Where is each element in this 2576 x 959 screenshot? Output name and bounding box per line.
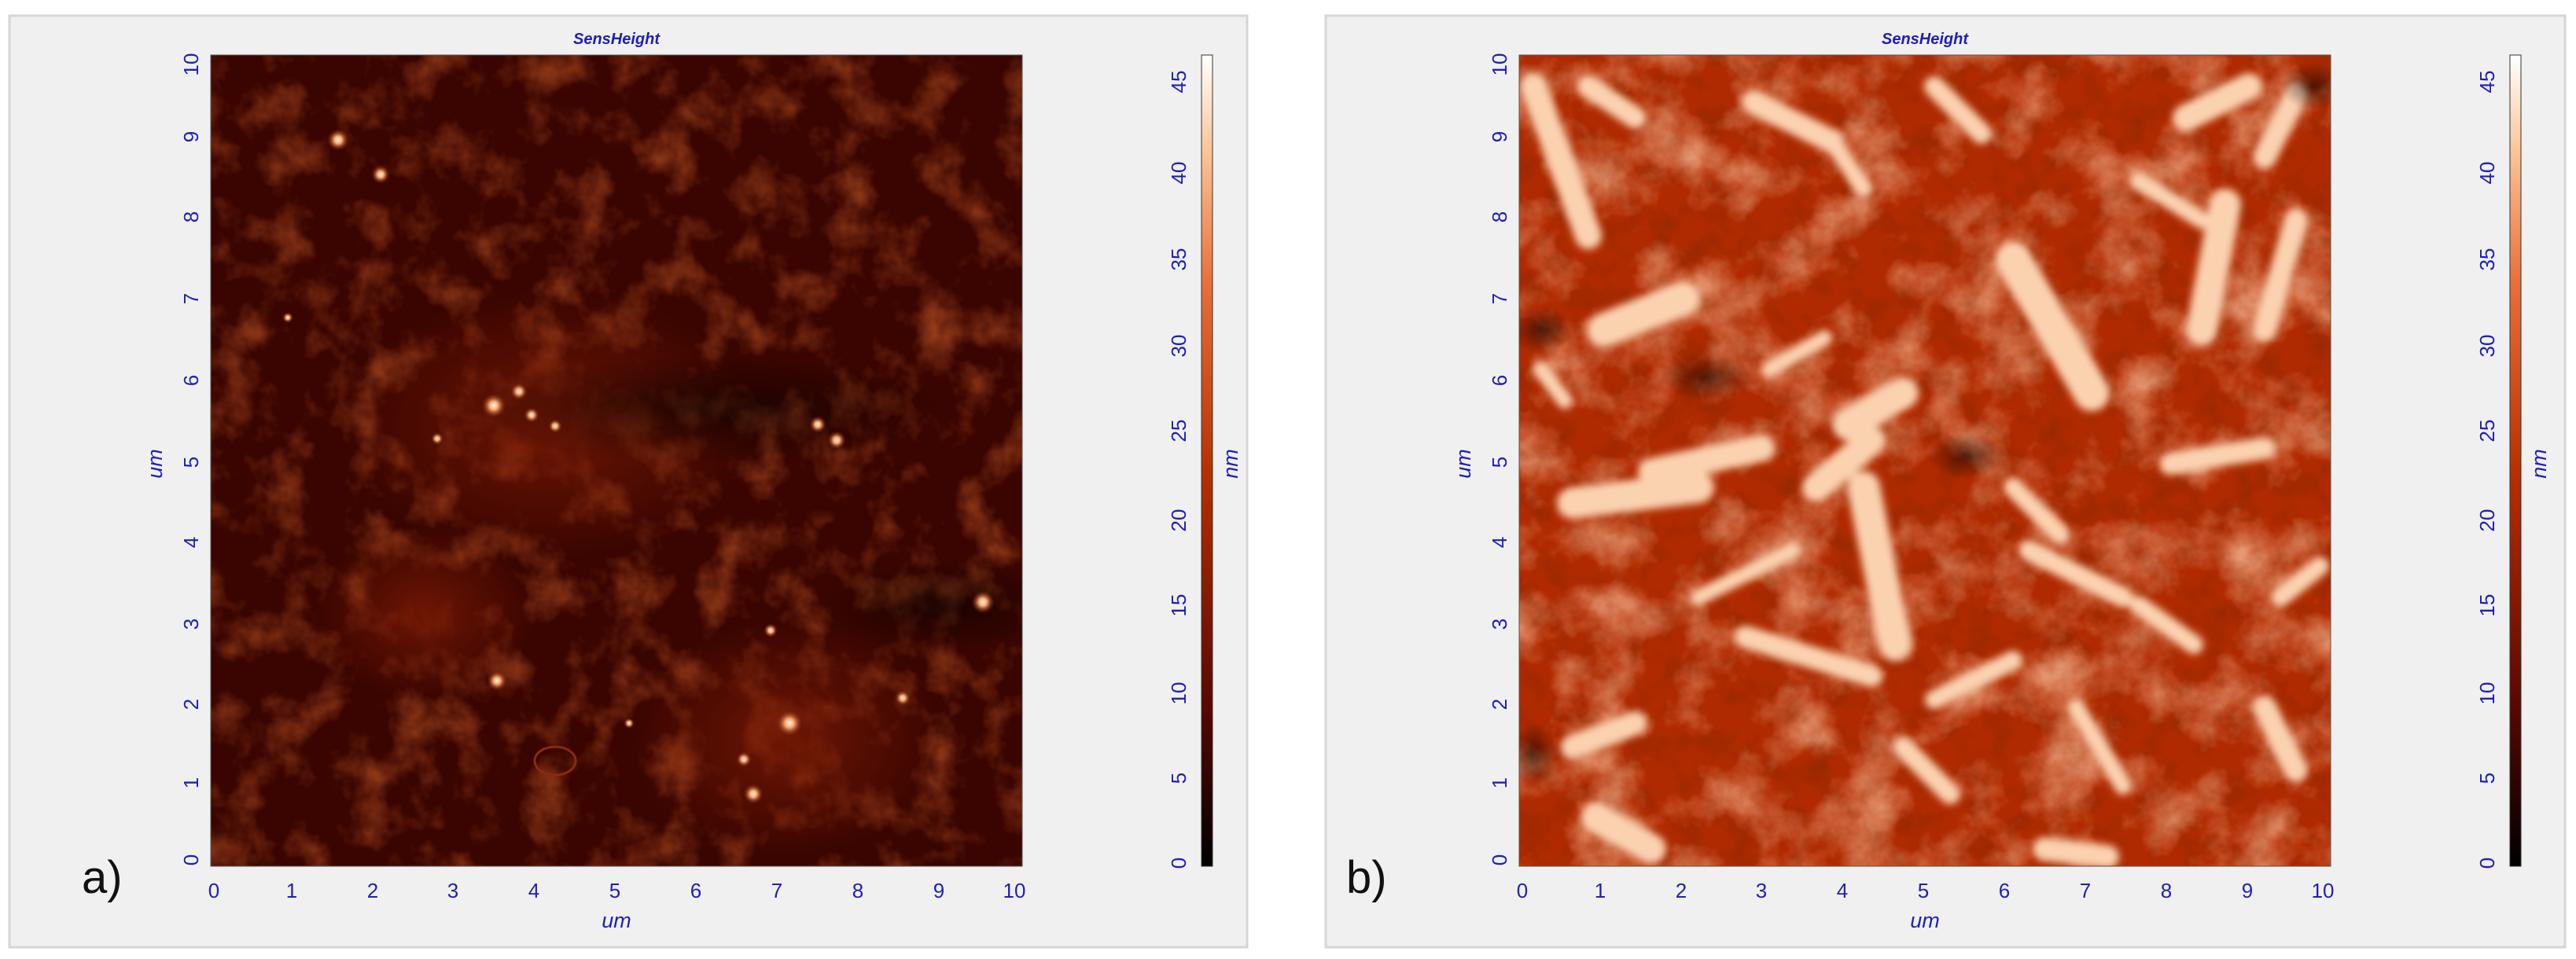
panel-b-dark-pits bbox=[1519, 63, 2331, 786]
panel-a-particles bbox=[282, 129, 995, 804]
colorbar-tick-label: 30 bbox=[1167, 335, 1190, 358]
colorbar-tick-label: 5 bbox=[2475, 773, 2499, 784]
colorbar-tick-label: 45 bbox=[2475, 71, 2499, 94]
panel-b-label: b) bbox=[1346, 852, 1387, 903]
panel-a-y-axis-label: um bbox=[143, 449, 167, 479]
colorbar-tick-label: 25 bbox=[1167, 420, 1190, 443]
panel-a-colorbar-ticks: 0 5 10 15 20 25 30 35 40 45 bbox=[1167, 71, 1190, 869]
x-tick-label: 10 bbox=[2312, 879, 2335, 902]
y-tick-label: 7 bbox=[179, 293, 203, 304]
colorbar-tick-label: 35 bbox=[1167, 248, 1190, 271]
panel-b-height-map bbox=[1519, 55, 2331, 866]
y-tick-label: 3 bbox=[179, 619, 203, 630]
y-tick-label: 0 bbox=[179, 854, 203, 865]
y-tick-label: 5 bbox=[179, 457, 203, 468]
y-tick-label: 10 bbox=[1488, 53, 1511, 76]
colorbar-tick-label: 35 bbox=[2475, 248, 2499, 271]
panel-b-colorbar-ticks: 0 5 10 15 20 25 30 35 40 45 bbox=[2475, 71, 2499, 869]
colorbar-tick-label: 15 bbox=[2475, 594, 2499, 617]
panel-b-fibrils bbox=[1520, 73, 2329, 866]
colorbar-tick-label: 0 bbox=[2475, 858, 2499, 869]
y-tick-label: 7 bbox=[1488, 293, 1511, 304]
x-tick-label: 4 bbox=[528, 879, 539, 902]
colorbar-tick-label: 20 bbox=[1167, 509, 1190, 532]
colorbar-tick-label: 10 bbox=[1167, 682, 1190, 705]
colorbar-tick-label: 15 bbox=[1167, 594, 1190, 617]
colorbar-tick-label: 45 bbox=[1167, 71, 1190, 94]
colorbar-tick-label: 40 bbox=[1167, 162, 1190, 185]
y-tick-label: 5 bbox=[1488, 457, 1511, 468]
panel-a-label: a) bbox=[82, 852, 123, 903]
panel-a-x-axis-label: um bbox=[602, 909, 631, 932]
colorbar-tick-label: 30 bbox=[2475, 335, 2499, 358]
panel-b-colorbar bbox=[2509, 54, 2522, 867]
y-tick-label: 2 bbox=[1488, 699, 1511, 710]
y-tick-label: 9 bbox=[179, 131, 203, 142]
y-tick-label: 3 bbox=[1488, 619, 1511, 630]
y-tick-label: 8 bbox=[1488, 211, 1511, 222]
x-tick-label: 9 bbox=[2242, 879, 2253, 902]
colorbar-tick-label: 0 bbox=[1167, 858, 1190, 869]
panel-b: SensHeight bbox=[1324, 14, 2567, 949]
y-tick-label: 6 bbox=[179, 375, 203, 386]
x-tick-label: 6 bbox=[1999, 879, 2010, 902]
colorbar-tick-label: 20 bbox=[2475, 509, 2499, 532]
y-tick-label: 2 bbox=[179, 699, 203, 710]
panel-b-x-axis-label: um bbox=[1910, 909, 1940, 932]
x-tick-label: 5 bbox=[1918, 879, 1929, 902]
y-tick-label: 4 bbox=[179, 537, 203, 548]
x-tick-label: 0 bbox=[1517, 879, 1528, 902]
x-tick-label: 2 bbox=[367, 879, 378, 902]
y-tick-label: 1 bbox=[1488, 777, 1511, 788]
panel-a-colorbar-label: nm bbox=[1219, 449, 1242, 479]
colorbar-tick-label: 40 bbox=[2475, 162, 2499, 185]
x-tick-label: 9 bbox=[933, 879, 944, 902]
x-tick-label: 2 bbox=[1676, 879, 1687, 902]
x-tick-label: 5 bbox=[609, 879, 620, 902]
panel-b-y-ticks: 0 1 2 3 4 5 6 7 8 9 10 bbox=[1488, 53, 1511, 866]
x-tick-label: 0 bbox=[208, 879, 219, 902]
x-tick-label: 7 bbox=[771, 879, 782, 902]
panel-a-title: SensHeight bbox=[573, 31, 661, 48]
x-tick-label: 8 bbox=[852, 879, 863, 902]
y-tick-label: 0 bbox=[1488, 854, 1511, 865]
x-tick-label: 6 bbox=[690, 879, 701, 902]
colorbar-tick-label: 10 bbox=[2475, 682, 2499, 705]
x-tick-label: 4 bbox=[1837, 879, 1848, 902]
panel-a: SensHeight bbox=[8, 14, 1249, 949]
panel-b-y-axis-label: um bbox=[1452, 449, 1475, 479]
x-tick-label: 1 bbox=[286, 879, 297, 902]
panel-b-colorbar-label: nm bbox=[2527, 449, 2551, 479]
x-tick-label: 10 bbox=[1003, 879, 1026, 902]
y-tick-label: 1 bbox=[179, 777, 203, 788]
panel-b-title: SensHeight bbox=[1882, 31, 1969, 48]
x-tick-label: 1 bbox=[1595, 879, 1606, 902]
panel-a-x-ticks: 0 1 2 3 4 5 6 7 8 9 10 bbox=[208, 879, 1026, 902]
panel-a-y-ticks: 0 1 2 3 4 5 6 7 8 9 10 bbox=[179, 53, 203, 866]
panel-a-height-map bbox=[211, 55, 1022, 866]
y-tick-label: 4 bbox=[1488, 537, 1511, 548]
x-tick-label: 8 bbox=[2161, 879, 2172, 902]
colorbar-tick-label: 25 bbox=[2475, 420, 2499, 443]
y-tick-label: 9 bbox=[1488, 131, 1511, 142]
x-tick-label: 7 bbox=[2080, 879, 2091, 902]
y-tick-label: 8 bbox=[179, 211, 203, 222]
panel-a-colorbar bbox=[1201, 54, 1213, 867]
y-tick-label: 10 bbox=[179, 53, 203, 76]
panel-a-plot-frame bbox=[210, 54, 1023, 867]
colorbar-tick-label: 5 bbox=[1167, 773, 1190, 784]
y-tick-label: 6 bbox=[1488, 375, 1511, 386]
x-tick-label: 3 bbox=[447, 879, 458, 902]
x-tick-label: 3 bbox=[1756, 879, 1767, 902]
panel-b-plot-frame bbox=[1518, 54, 2331, 867]
panel-b-x-ticks: 0 1 2 3 4 5 6 7 8 9 10 bbox=[1517, 879, 2335, 902]
